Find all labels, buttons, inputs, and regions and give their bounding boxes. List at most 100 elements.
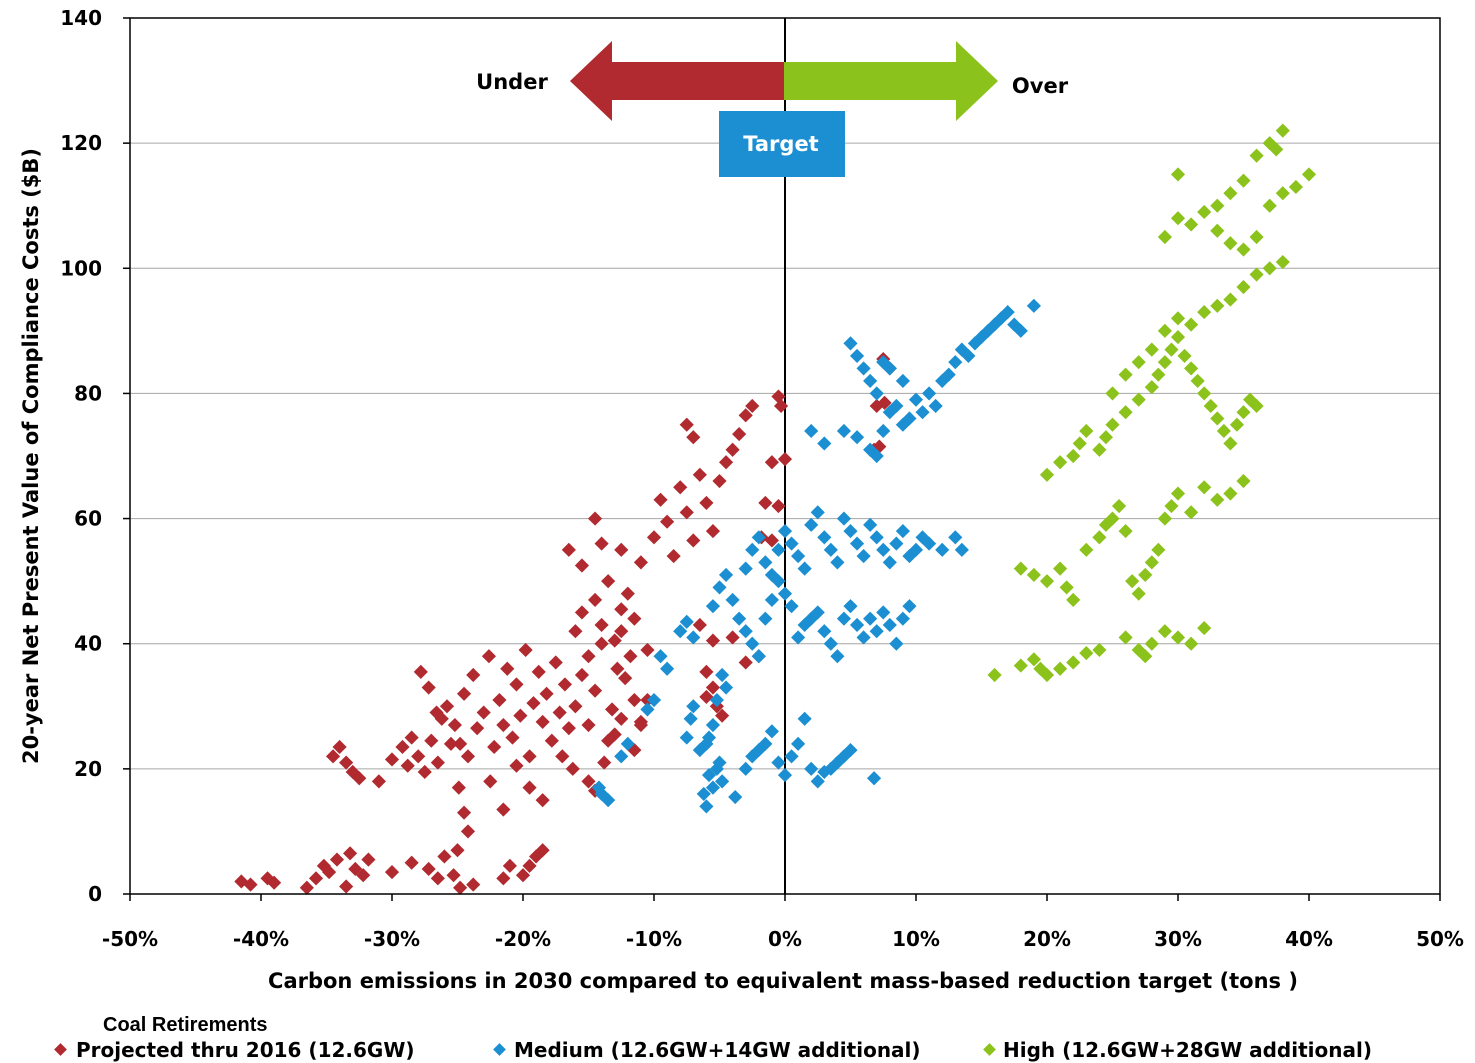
point-medium — [843, 599, 858, 614]
point-medium — [915, 405, 930, 420]
point-medium — [718, 567, 734, 582]
point-high — [1105, 417, 1120, 432]
point-medium — [810, 505, 825, 520]
x-tick-label: 50% — [1416, 927, 1464, 951]
point-medium — [738, 761, 753, 776]
point-projected — [496, 802, 511, 817]
point-projected — [325, 749, 341, 764]
point-medium — [922, 386, 937, 401]
point-high — [1269, 142, 1284, 157]
point-medium — [771, 542, 786, 557]
point-projected — [400, 758, 415, 773]
point-high — [1092, 442, 1107, 457]
point-projected — [679, 505, 694, 520]
point-medium — [849, 348, 865, 363]
point-high — [1157, 511, 1172, 526]
legend-marker-high — [983, 1043, 996, 1056]
point-projected — [492, 692, 507, 708]
point-high — [1111, 498, 1127, 514]
point-projected — [555, 749, 570, 764]
point-projected — [411, 749, 426, 764]
point-high — [987, 667, 1002, 683]
point-high — [1131, 392, 1146, 407]
point-medium — [869, 530, 884, 545]
over-arrow — [784, 41, 998, 121]
point-high — [1053, 661, 1068, 676]
legend-item-medium: Medium (12.6GW+14GW additional) — [493, 1038, 921, 1062]
point-projected — [614, 711, 629, 726]
point-projected — [777, 452, 793, 467]
point-high — [1288, 179, 1303, 195]
point-medium — [961, 348, 976, 363]
point-high — [1197, 305, 1212, 320]
point-high — [1203, 398, 1218, 414]
point-high — [1223, 236, 1238, 251]
point-projected — [518, 642, 533, 658]
y-tick-label: 80 — [74, 381, 102, 405]
point-high — [1197, 621, 1212, 636]
point-high — [1059, 580, 1074, 595]
point-medium — [705, 780, 721, 795]
point-medium — [823, 542, 838, 557]
point-medium — [1026, 298, 1041, 313]
point-medium — [646, 692, 662, 708]
point-projected — [522, 749, 537, 764]
point-projected — [487, 739, 502, 755]
point-medium — [849, 536, 865, 551]
point-medium — [764, 567, 779, 582]
point-high — [1184, 317, 1199, 332]
point-high — [1039, 667, 1055, 683]
point-projected — [565, 761, 580, 776]
point-projected — [758, 495, 773, 510]
point-projected — [352, 771, 367, 786]
point-medium — [849, 617, 865, 633]
point-high — [1079, 646, 1094, 661]
point-projected — [686, 533, 701, 548]
x-axis-title: Carbon emissions in 2030 compared to equ… — [268, 969, 1298, 993]
point-projected — [450, 843, 465, 858]
point-high — [1184, 361, 1199, 376]
point-projected — [581, 649, 596, 664]
point-medium — [764, 592, 779, 607]
legend-marker-medium — [493, 1043, 506, 1056]
point-projected — [587, 683, 603, 698]
point-medium — [591, 780, 607, 795]
point-projected — [421, 680, 436, 695]
point-medium — [764, 724, 779, 739]
point-high — [1164, 342, 1179, 357]
point-medium — [876, 542, 891, 557]
y-tick-label: 60 — [74, 507, 102, 531]
point-medium — [889, 398, 904, 414]
data-points — [234, 123, 1317, 895]
point-projected — [686, 430, 701, 445]
point-high — [1151, 367, 1166, 382]
point-high — [1223, 486, 1238, 501]
x-tick-label: -30% — [364, 927, 420, 951]
point-high — [1039, 467, 1055, 482]
point-projected — [745, 398, 760, 414]
point-high — [1236, 173, 1251, 188]
point-projected — [446, 868, 461, 883]
point-medium — [817, 624, 832, 639]
point-projected — [460, 749, 476, 764]
point-high — [1170, 167, 1186, 182]
point-projected — [470, 721, 485, 736]
point-medium — [882, 555, 897, 570]
point-projected — [773, 398, 789, 414]
point-medium — [699, 736, 714, 751]
point-medium — [738, 561, 753, 576]
point-high — [1026, 652, 1041, 667]
point-medium — [895, 611, 910, 626]
point-medium — [804, 517, 819, 532]
point-high — [1275, 123, 1290, 138]
point-projected — [574, 605, 590, 620]
point-high — [1144, 342, 1159, 357]
point-medium — [810, 605, 825, 620]
point-medium — [732, 611, 747, 626]
point-projected — [673, 480, 688, 495]
point-medium — [1000, 305, 1015, 320]
point-projected — [456, 686, 472, 701]
point-medium — [758, 736, 773, 751]
point-high — [1170, 211, 1186, 226]
point-projected — [513, 708, 528, 723]
